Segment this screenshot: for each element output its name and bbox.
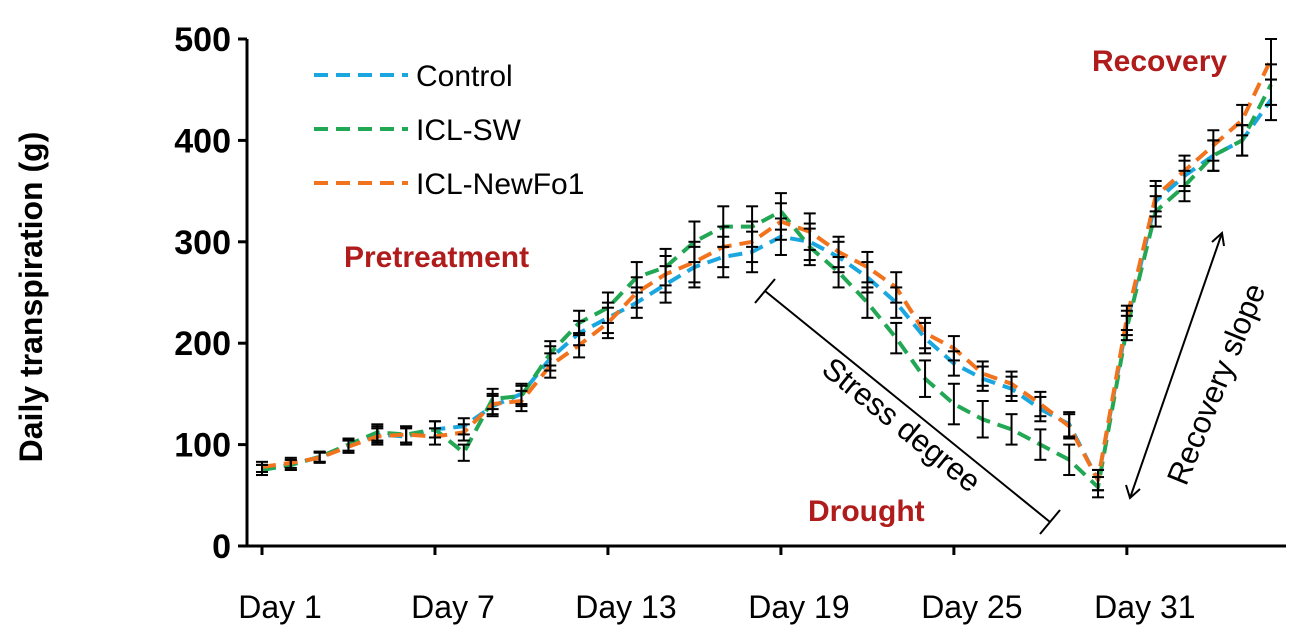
stress-degree-cap-top: [754, 278, 776, 304]
y-axis-label: Daily transpiration (g): [13, 132, 49, 463]
error-bar-icl-newfo1: [803, 212, 816, 251]
series-lines: [261, 58, 1273, 490]
error-bar-icl-newfo1: [256, 460, 268, 473]
legend-item-icl-sw: ICL-SW: [314, 114, 522, 147]
error-bar-icl-newfo1: [976, 360, 989, 387]
error-bar-icl-sw: [976, 399, 989, 439]
recovery-slope-line: [1129, 232, 1223, 499]
legend-item-icl-newfo1: ICL-NewFo1: [314, 168, 584, 201]
y-tick-label: 500: [174, 21, 231, 59]
error-bar-icl-sw: [1005, 413, 1018, 446]
error-bar-icl-newfo1: [457, 423, 470, 442]
error-bar-icl-newfo1: [746, 220, 759, 264]
x-tick-label: Day 31: [1094, 589, 1195, 625]
error-bar-icl-newfo1: [1005, 370, 1018, 397]
error-bar-icl-sw: [1034, 428, 1047, 461]
x-tick-label: Day 1: [238, 589, 322, 625]
error-bar-icl-newfo1: [659, 254, 672, 294]
error-bar-icl-newfo1: [1063, 413, 1076, 440]
annotation-pretreatment: Pretreatment: [344, 241, 529, 274]
x-tick-label: Day 7: [411, 589, 495, 625]
error-bar-icl-newfo1: [947, 335, 960, 362]
error-bar-icl-newfo1: [371, 427, 384, 446]
error-bar-icl-newfo1: [515, 389, 528, 413]
y-ticks: 0 100 200 300 400 500: [174, 21, 247, 566]
error-bar-icl-newfo1: [774, 202, 787, 241]
error-bar-icl-newfo1: [284, 456, 297, 469]
error-bar-icl-sw: [890, 321, 903, 355]
error-bar-icl-newfo1: [486, 392, 499, 416]
error-bar-icl-newfo1: [601, 306, 614, 340]
legend: Control ICL-SW ICL-NewFo1: [314, 60, 584, 201]
error-bar-icl-newfo1: [400, 425, 413, 444]
error-bar-icl-newfo1: [890, 271, 903, 304]
recovery-slope-head-bottom: [1125, 484, 1141, 500]
error-bar-icl-sw: [947, 382, 960, 426]
error-bar-icl-newfo1: [1178, 154, 1191, 188]
error-bar-icl-sw: [861, 286, 874, 319]
error-bar-icl-newfo1: [1265, 38, 1277, 81]
y-tick-label: 400: [174, 122, 231, 160]
error-bar-icl-newfo1: [342, 439, 355, 454]
annotation-stress-degree: Stress degree: [816, 351, 988, 500]
error-bars: [256, 38, 1277, 499]
error-bar-icl-newfo1: [1034, 390, 1047, 418]
legend-label: ICL-SW: [416, 114, 522, 147]
x-tick-label: Day 13: [575, 589, 676, 625]
error-bar-icl-newfo1: [630, 276, 643, 309]
stress-degree-line: [764, 290, 1051, 523]
y-tick-label: 0: [212, 528, 231, 566]
error-bar-icl-sw: [1063, 443, 1076, 477]
series-line-icl-newfo1: [261, 58, 1273, 483]
error-bar-icl-newfo1: [832, 235, 845, 269]
error-bar-icl-sw: [457, 443, 470, 462]
error-bar-icl-newfo1: [717, 225, 730, 269]
y-tick-label: 200: [174, 325, 231, 363]
error-bar-icl-newfo1: [313, 451, 326, 464]
annotation-recovery: Recovery: [1092, 45, 1227, 78]
error-bar-icl-newfo1: [573, 332, 586, 359]
error-bar-icl-newfo1: [919, 316, 932, 350]
annotation-recovery-slope: Recovery slope: [1160, 278, 1272, 489]
error-bar-icl-newfo1: [1120, 304, 1133, 332]
annotation-drought: Drought: [808, 495, 925, 528]
stress-degree-bracket: [754, 278, 1061, 535]
y-tick-label: 300: [174, 224, 231, 262]
stress-degree-cap-bottom: [1039, 509, 1061, 535]
x-tick-label: Day 25: [921, 589, 1022, 625]
recovery-slope-head-top: [1211, 231, 1225, 247]
legend-item-control: Control: [314, 60, 513, 93]
x-tick-label: Day 19: [748, 589, 849, 625]
x-ticks: Day 1 Day 7 Day 13 Day 19 Day 25 Day 31: [238, 546, 1196, 625]
error-bar-icl-newfo1: [1149, 179, 1162, 213]
recovery-slope-arrow: [1125, 231, 1225, 500]
error-bar-icl-newfo1: [1092, 468, 1105, 492]
legend-label: ICL-NewFo1: [416, 168, 584, 201]
error-bar-icl-newfo1: [544, 352, 557, 379]
error-bar-icl-newfo1: [861, 250, 874, 284]
error-bar-icl-newfo1: [1236, 103, 1249, 137]
error-bar-icl-sw: [919, 359, 932, 398]
axes: [245, 39, 1286, 548]
error-bar-icl-newfo1: [428, 427, 441, 446]
error-bar-icl-newfo1: [1207, 129, 1220, 162]
error-bar-icl-newfo1: [688, 240, 701, 284]
legend-label: Control: [416, 60, 513, 93]
series-line-icl-sw: [261, 83, 1273, 490]
y-tick-label: 100: [174, 427, 231, 465]
